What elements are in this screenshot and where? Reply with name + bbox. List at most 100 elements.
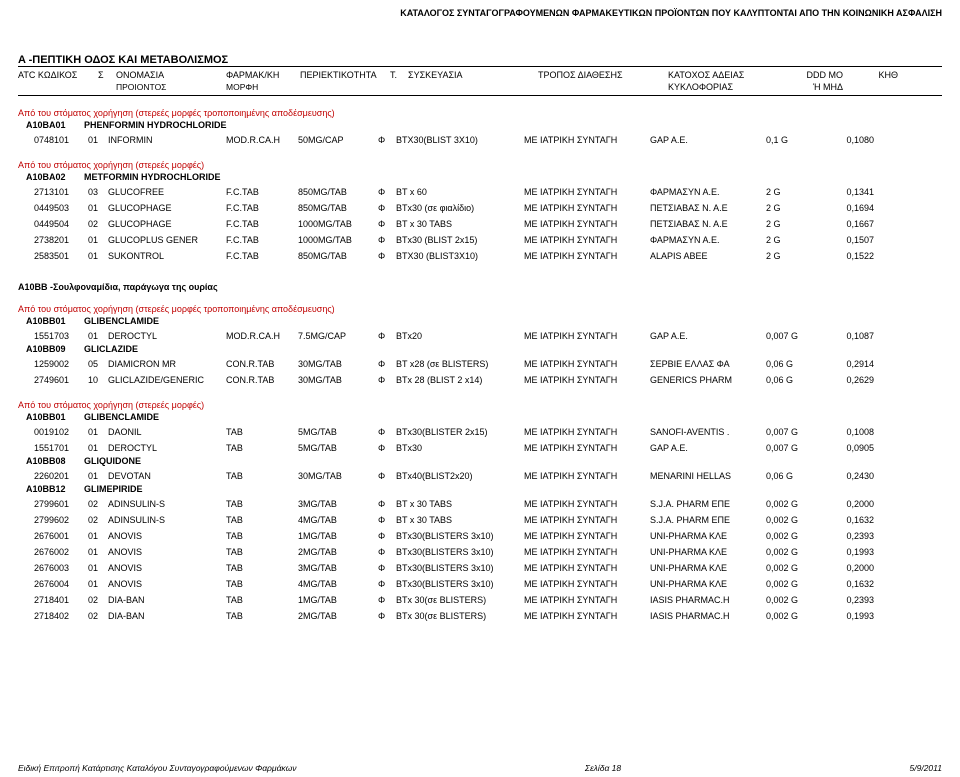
cell-form: TAB bbox=[226, 424, 298, 440]
cell-strength: 30MG/TAB bbox=[298, 372, 378, 388]
cell-t: Φ bbox=[378, 328, 396, 344]
cell-strength: 1MG/TAB bbox=[298, 528, 378, 544]
cell-dispense: ΜΕ ΙΑΤΡΙΚΗ ΣΥΝΤΑΓΗ bbox=[524, 248, 650, 264]
table-row: 258350101SUKONTROLF.C.TAB850MG/TABΦBTX30… bbox=[18, 248, 942, 264]
cell-holder: ALAPIS ABEE bbox=[650, 248, 766, 264]
cell-form: TAB bbox=[226, 528, 298, 544]
cell-form: F.C.TAB bbox=[226, 200, 298, 216]
cell-strength: 2MG/TAB bbox=[298, 544, 378, 560]
cell-strength: 1000MG/TAB bbox=[298, 216, 378, 232]
cell-dispense: ΜΕ ΙΑΤΡΙΚΗ ΣΥΝΤΑΓΗ bbox=[524, 576, 650, 592]
atc-subgroup: A10BB09GLICLAZIDE bbox=[26, 344, 942, 354]
cell-ddd: 2 G bbox=[766, 248, 820, 264]
table-row: 271840102DIA-BANTAB1MG/TABΦBTx 30(σε BLI… bbox=[18, 592, 942, 608]
cell-ddd: 0,002 G bbox=[766, 560, 820, 576]
cell-holder: ΣΕΡΒΙΕ ΕΛΛΑΣ ΦΑ bbox=[650, 356, 766, 372]
footer: Ειδική Επιτροπή Κατάρτισης Καταλόγου Συν… bbox=[18, 763, 942, 773]
cell-strength: 30MG/TAB bbox=[298, 468, 378, 484]
cell-dispense: ΜΕ ΙΑΤΡΙΚΗ ΣΥΝΤΑΓΗ bbox=[524, 544, 650, 560]
cell-product: ANOVIS bbox=[108, 560, 226, 576]
cell-ddd: 0,007 G bbox=[766, 424, 820, 440]
cell-seq: 02 bbox=[88, 512, 108, 528]
cell-t: Φ bbox=[378, 184, 396, 200]
cell-kith: 0,1522 bbox=[820, 248, 874, 264]
cell-ddd: 0,002 G bbox=[766, 592, 820, 608]
cell-seq: 01 bbox=[88, 468, 108, 484]
cell-dispense: ΜΕ ΙΑΤΡΙΚΗ ΣΥΝΤΑΓΗ bbox=[524, 528, 650, 544]
cell-code: 0748101 bbox=[34, 132, 88, 148]
cell-dispense: ΜΕ ΙΑΤΡΙΚΗ ΣΥΝΤΑΓΗ bbox=[524, 356, 650, 372]
table-row: 001910201DAONILTAB5MG/TABΦBTx30(BLISTER … bbox=[18, 424, 942, 440]
cell-t: Φ bbox=[378, 248, 396, 264]
cell-product: GLUCOPHAGE bbox=[108, 200, 226, 216]
cell-ddd: 2 G bbox=[766, 200, 820, 216]
cell-dispense: ΜΕ ΙΑΤΡΙΚΗ ΣΥΝΤΑΓΗ bbox=[524, 512, 650, 528]
cell-kith: 0,1694 bbox=[820, 200, 874, 216]
cell-kith: 0,1080 bbox=[820, 132, 874, 148]
cell-kith: 0,0905 bbox=[820, 440, 874, 456]
table-row: 267600401ANOVISTAB4MG/TABΦBTx30(BLISTERS… bbox=[18, 576, 942, 592]
cell-holder: S.J.A. PHARM ΕΠΕ bbox=[650, 512, 766, 528]
cell-code: 2718401 bbox=[34, 592, 88, 608]
cell-code: 2718402 bbox=[34, 608, 88, 624]
cell-pack: BTx30(BLISTERS 3x10) bbox=[396, 576, 524, 592]
cell-t: Φ bbox=[378, 608, 396, 624]
cell-seq: 02 bbox=[88, 496, 108, 512]
cell-form: TAB bbox=[226, 544, 298, 560]
cell-t: Φ bbox=[378, 512, 396, 528]
cell-kith: 0,1993 bbox=[820, 608, 874, 624]
cell-strength: 1000MG/TAB bbox=[298, 232, 378, 248]
cell-pack: BTx30 bbox=[396, 440, 524, 456]
cell-code: 2799602 bbox=[34, 512, 88, 528]
cell-seq: 03 bbox=[88, 184, 108, 200]
table-row: 267600201ANOVISTAB2MG/TABΦBTx30(BLISTERS… bbox=[18, 544, 942, 560]
cell-product: SUKONTROL bbox=[108, 248, 226, 264]
cell-ddd: 0,002 G bbox=[766, 496, 820, 512]
cell-form: TAB bbox=[226, 592, 298, 608]
table-row: 279960202ADINSULIN-STAB4MG/TABΦBT x 30 T… bbox=[18, 512, 942, 528]
table-row: 273820101GLUCOPLUS GENERF.C.TAB1000MG/TA… bbox=[18, 232, 942, 248]
cell-dispense: ΜΕ ΙΑΤΡΙΚΗ ΣΥΝΤΑΓΗ bbox=[524, 372, 650, 388]
cell-product: GLUCOPLUS GENER bbox=[108, 232, 226, 248]
atc-group-heading: A10BB -Σουλφοναμίδια, παράγωγα της ουρία… bbox=[18, 282, 942, 292]
cell-t: Φ bbox=[378, 132, 396, 148]
cell-ddd: 0,002 G bbox=[766, 576, 820, 592]
cell-t: Φ bbox=[378, 356, 396, 372]
cell-holder: UNI-PHARMA ΚΛΕ bbox=[650, 576, 766, 592]
cell-code: 1259002 bbox=[34, 356, 88, 372]
cell-pack: BTx40(BLIST2x20) bbox=[396, 468, 524, 484]
atc-subgroup: A10BA01PHENFORMIN HYDROCHLORIDE bbox=[26, 120, 942, 130]
cell-seq: 01 bbox=[88, 200, 108, 216]
cell-pack: BTx 28 (BLIST 2 x14) bbox=[396, 372, 524, 388]
cell-strength: 50MG/CAP bbox=[298, 132, 378, 148]
cell-form: TAB bbox=[226, 560, 298, 576]
atc-subgroup: A10BA02METFORMIN HYDROCHLORIDE bbox=[26, 172, 942, 182]
atc-subgroup: A10BB01GLIBENCLAMIDE bbox=[26, 412, 942, 422]
cell-kith: 0,1993 bbox=[820, 544, 874, 560]
cell-strength: 7.5MG/CAP bbox=[298, 328, 378, 344]
cell-product: ANOVIS bbox=[108, 544, 226, 560]
table-row: 226020101DEVOTANTAB30MG/TABΦBTx40(BLIST2… bbox=[18, 468, 942, 484]
cell-product: DEROCTYL bbox=[108, 328, 226, 344]
cell-seq: 05 bbox=[88, 356, 108, 372]
cell-product: ANOVIS bbox=[108, 576, 226, 592]
cell-holder: IASIS PHARMAC.H bbox=[650, 608, 766, 624]
cell-holder: ΦΑΡΜΑΣΥΝ Α.Ε. bbox=[650, 232, 766, 248]
cell-pack: BTx30 (σε φιαλίδιο) bbox=[396, 200, 524, 216]
cell-form: CON.R.TAB bbox=[226, 356, 298, 372]
table-row: 155170301DEROCTYLMOD.R.CA.H7.5MG/CAPΦBTx… bbox=[18, 328, 942, 344]
cell-t: Φ bbox=[378, 528, 396, 544]
col-t: Τ. bbox=[390, 69, 408, 93]
cell-seq: 01 bbox=[88, 528, 108, 544]
col-sigma: Σ bbox=[98, 69, 116, 93]
cell-dispense: ΜΕ ΙΑΤΡΙΚΗ ΣΥΝΤΑΓΗ bbox=[524, 560, 650, 576]
cell-kith: 0,2430 bbox=[820, 468, 874, 484]
cell-product: ANOVIS bbox=[108, 528, 226, 544]
cell-t: Φ bbox=[378, 440, 396, 456]
cell-form: F.C.TAB bbox=[226, 184, 298, 200]
cell-holder: UNI-PHARMA ΚΛΕ bbox=[650, 544, 766, 560]
cell-ddd: 2 G bbox=[766, 232, 820, 248]
cell-pack: BT x 60 bbox=[396, 184, 524, 200]
cell-kith: 0,1632 bbox=[820, 512, 874, 528]
col-form: ΦΑΡΜΑΚ/ΚΗ ΜΟΡΦΗ bbox=[226, 69, 300, 93]
